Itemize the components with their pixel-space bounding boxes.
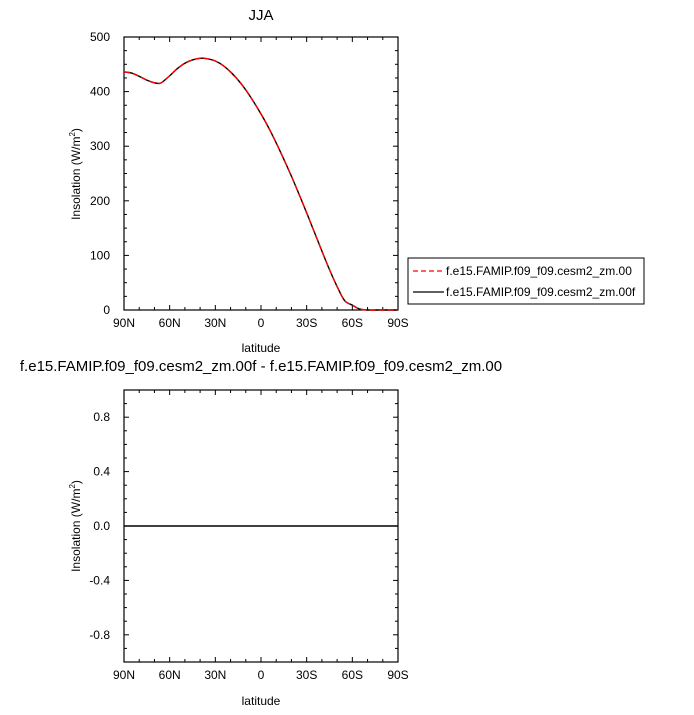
chart-bottom-y-tick-label: -0.8 bbox=[89, 628, 110, 642]
chart-top-x-tick-label: 90N bbox=[113, 316, 135, 330]
chart-top-x-tick-label: 0 bbox=[258, 316, 265, 330]
chart-bottom-y-axis-label: Insolation (W/m2) bbox=[68, 480, 83, 572]
chart-top-y-tick-label: 500 bbox=[90, 30, 110, 44]
chart-top-series-line-black-solid bbox=[123, 57, 398, 311]
legend-box bbox=[407, 257, 645, 305]
chart-bottom-x-tick-label: 30N bbox=[204, 668, 226, 682]
legend-label-series-2: f.e15.FAMIP.f09_f09.cesm2_zm.00f bbox=[446, 285, 636, 299]
chart-bottom-y-tick-label: 0.0 bbox=[93, 519, 110, 533]
chart-bottom-x-tick-label: 90N bbox=[113, 668, 135, 682]
chart-top-series bbox=[123, 57, 398, 311]
chart-top-y-tick-label: 0 bbox=[103, 303, 110, 317]
chart-bottom-tick-labels: 90N 60N 30N 0 30S 60S 90S -0.8 -0.4 0.0 0.4 0.8 bbox=[89, 410, 408, 682]
chart-top-x-tick-label: 30N bbox=[204, 316, 226, 330]
legend-label-series-1: f.e15.FAMIP.f09_f09.cesm2_zm.00 bbox=[446, 264, 632, 278]
chart-top-y-tick-label: 200 bbox=[90, 194, 110, 208]
chart-top-y-tick-label: 100 bbox=[90, 248, 110, 262]
chart-bottom-title: f.e15.FAMIP.f09_f09.cesm2_zm.00f - f.e15… bbox=[20, 358, 502, 375]
chart-top-x-axis-label: latitude bbox=[242, 341, 281, 355]
chart-top-y-tick-label: 400 bbox=[90, 85, 110, 99]
chart-bottom-x-tick-label: 90S bbox=[387, 668, 408, 682]
chart-bottom-y-tick-label: 0.8 bbox=[93, 410, 110, 424]
chart-bottom-x-tick-label: 30S bbox=[296, 668, 317, 682]
chart-top-series-line-red-dashed bbox=[123, 57, 398, 311]
chart-top-x-tick-label: 90S bbox=[387, 316, 408, 330]
chart-top-tick-labels: 90N 60N 30N 0 30S 60S 90S 0 100 200 300 400 500 bbox=[90, 30, 409, 330]
chart-top: JJA 90N 60N 30N 0 30S 60S 90S0100200300400500 … bbox=[68, 7, 645, 355]
chart-top-ticks bbox=[123, 36, 399, 311]
chart-top-plot-frame bbox=[123, 36, 399, 311]
chart-bottom-x-axis-label: latitude bbox=[242, 694, 281, 708]
chart-bottom-x-tick-label: 60S bbox=[342, 668, 363, 682]
chart-top-x-tick-label: 30S bbox=[296, 316, 317, 330]
chart-top-x-tick-label: 60S bbox=[342, 316, 363, 330]
chart-top-y-axis-label: Insolation (W/m2) bbox=[68, 128, 83, 220]
chart-bottom-y-tick-label: -0.4 bbox=[89, 573, 110, 587]
chart-top-legend: f.e15.FAMIP.f09_f09.cesm2_zm.00 f.e15.FA… bbox=[407, 257, 645, 305]
chart-top-title: JJA bbox=[248, 7, 273, 24]
chart-bottom-x-tick-label: 60N bbox=[159, 668, 181, 682]
chart-top-x-tick-label: 60N bbox=[159, 316, 181, 330]
chart-bottom-x-tick-label: 0 bbox=[258, 668, 265, 682]
chart-bottom: f.e15.FAMIP.f09_f09.cesm2_zm.00f - f.e15… bbox=[20, 358, 502, 708]
chart-top-y-tick-label: 300 bbox=[90, 139, 110, 153]
chart-bottom-y-tick-label: 0.4 bbox=[93, 465, 110, 479]
